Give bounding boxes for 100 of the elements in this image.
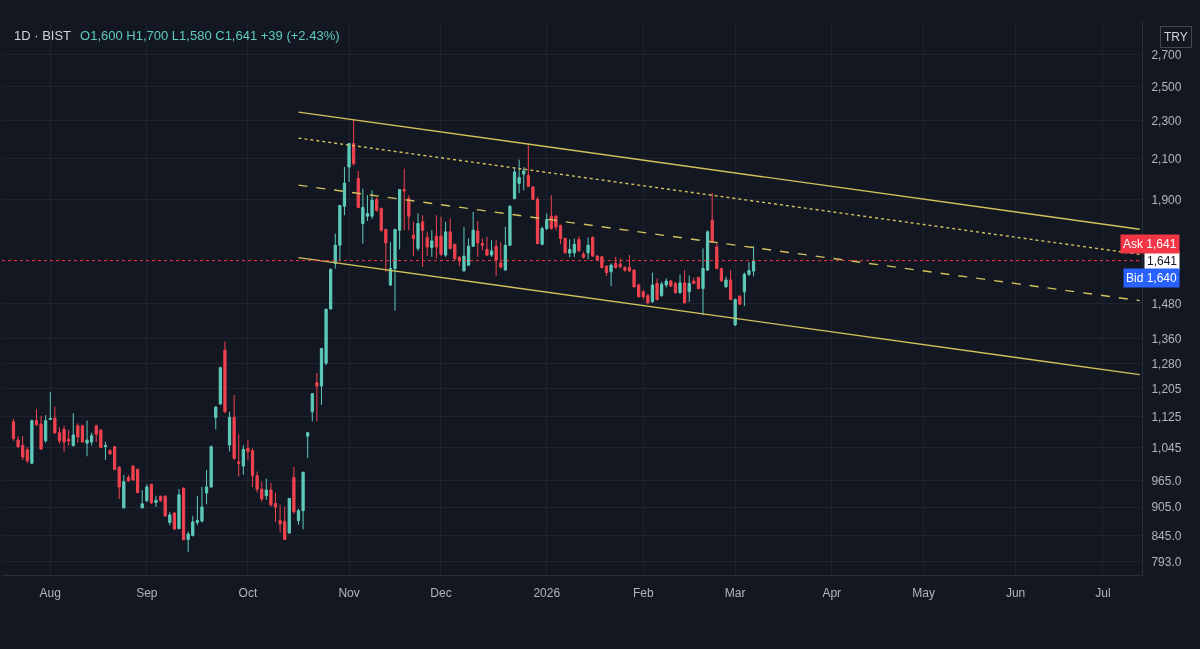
x-tick-label: 2026 — [533, 586, 561, 601]
annotation: Bid 1,640 — [1126, 271, 1178, 285]
candlestick — [462, 226, 466, 273]
y-tick-label: 1,045 — [1151, 440, 1182, 455]
candlestick — [30, 419, 34, 465]
candlestick — [122, 474, 126, 509]
y-tick-label: 845.0 — [1151, 528, 1182, 543]
x-tick-label: May — [912, 586, 935, 601]
y-tick-label: 1,360 — [1151, 331, 1182, 346]
candlestick — [618, 257, 622, 270]
candlestick — [476, 220, 480, 258]
candlestick — [609, 262, 613, 287]
candlestick — [177, 488, 181, 530]
text: 1D · BIST — [14, 28, 72, 43]
candlestick — [149, 483, 154, 505]
candlestick — [172, 511, 177, 531]
x-tick-label: Oct — [238, 586, 258, 601]
candlestick — [724, 276, 728, 288]
candlestick — [200, 486, 204, 523]
candlestick — [361, 188, 365, 245]
candlestick — [154, 495, 158, 508]
candlestick — [44, 414, 48, 444]
y-tick-label: 1,205 — [1151, 381, 1182, 396]
candlestick — [738, 294, 742, 306]
candlestick — [352, 119, 356, 166]
candlestick — [347, 142, 351, 183]
candlestick — [751, 245, 756, 277]
candlestick — [614, 256, 618, 270]
candlestick — [25, 446, 29, 464]
candlestick — [485, 236, 489, 257]
candlestick — [572, 238, 576, 258]
candlestick — [227, 411, 232, 452]
candlestick — [301, 471, 305, 530]
candlestick — [499, 241, 503, 270]
candlestick — [439, 216, 443, 257]
candlestick — [140, 489, 144, 509]
candlestick — [292, 466, 296, 515]
y-tick-label: 965.0 — [1151, 473, 1182, 488]
candlestick — [76, 422, 80, 444]
x-tick-label: Nov — [338, 586, 360, 601]
candlestick — [85, 420, 89, 457]
x-tick-label: Dec — [430, 586, 452, 601]
candlestick — [135, 467, 140, 494]
candlestick — [655, 277, 659, 302]
candlestick — [62, 425, 66, 453]
x-tick-label: Jul — [1095, 586, 1111, 601]
y-tick-label: 905.0 — [1151, 500, 1182, 515]
y-tick-label: 1,280 — [1151, 356, 1182, 371]
candlestick — [241, 444, 245, 476]
y-tick-label: 2,300 — [1151, 114, 1182, 129]
y-tick-label: 1,125 — [1151, 410, 1182, 425]
candlestick — [696, 276, 701, 290]
candlestick — [71, 412, 75, 448]
candlestick — [733, 298, 737, 327]
candlestick — [489, 239, 494, 258]
candlestick — [673, 281, 678, 295]
candlestick — [407, 194, 411, 231]
candlestick — [163, 495, 167, 518]
candlestick — [586, 237, 590, 260]
y-tick-label: 793.0 — [1151, 554, 1182, 569]
candlestick — [420, 214, 425, 268]
candlestick — [443, 221, 448, 258]
candlestick — [728, 269, 733, 301]
y-tick-label: 2,100 — [1151, 151, 1182, 166]
candlestick — [402, 168, 406, 231]
candlestick — [287, 497, 291, 534]
candlestick — [568, 238, 572, 258]
candlestick — [416, 212, 420, 252]
candlestick — [687, 275, 691, 303]
annotation: Ask 1,641 — [1123, 237, 1177, 251]
candlestick — [425, 231, 429, 257]
candlestick — [494, 239, 498, 277]
candlestick — [370, 189, 374, 220]
candlestick — [264, 478, 268, 501]
candlestick — [480, 238, 484, 251]
candlestick — [80, 424, 85, 444]
candlestick — [577, 235, 581, 253]
text: O1,600 H1,700 L1,580 C1,641 +39 (+2.43%) — [80, 28, 340, 43]
x-tick-label: Feb — [632, 586, 654, 601]
y-tick-label: 1,480 — [1151, 296, 1182, 311]
candlestick — [103, 441, 108, 461]
y-tick-label: 2,700 — [1151, 47, 1182, 62]
candlestick — [214, 405, 218, 430]
x-tick-label: Sep — [136, 586, 158, 601]
candlestick — [434, 214, 439, 259]
candlestick — [682, 269, 687, 304]
x-tick-label: Aug — [39, 586, 61, 601]
candlestick — [710, 192, 714, 244]
candlestick — [356, 170, 360, 209]
candlestick — [660, 281, 664, 298]
ref-line-label: 1,641 — [1147, 254, 1178, 268]
candlestick — [591, 235, 595, 258]
candlestick — [168, 511, 172, 526]
candlestick — [223, 341, 227, 414]
candlestick — [48, 391, 52, 421]
text: TRY — [1164, 30, 1188, 44]
y-tick-label: 2,500 — [1151, 79, 1182, 94]
candlestick — [181, 486, 186, 541]
candlestick — [145, 483, 149, 503]
candlestick — [411, 221, 416, 257]
